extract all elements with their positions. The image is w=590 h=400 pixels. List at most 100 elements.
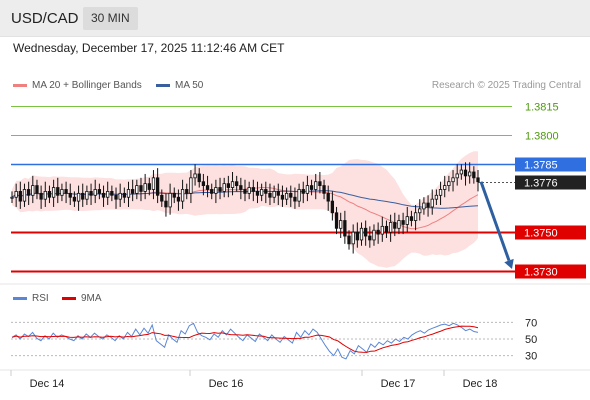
chart-header: USD/CAD 30 MIN [0, 0, 590, 37]
rsi-swatch [13, 296, 27, 300]
candle-body [222, 183, 226, 192]
candle-body [472, 171, 476, 179]
candle-body [76, 192, 81, 202]
candle-body [355, 231, 359, 241]
rsi-line [11, 322, 479, 360]
candle-body [309, 185, 314, 190]
candle-body [251, 187, 255, 192]
candle-body [314, 181, 318, 190]
legend-9ma: 9MA [62, 293, 102, 304]
candle-body [393, 222, 397, 229]
last-price-tag [515, 175, 586, 190]
legend-9ma-label: 9MA [81, 293, 102, 304]
candle-body [168, 192, 172, 208]
legend-ma20: MA 20 + Bollinger Bands [13, 80, 142, 91]
candle-body [31, 185, 35, 196]
level-label-1.3785: 1.3785 [524, 160, 558, 172]
candle-body [85, 191, 89, 200]
rsi-level-label-50: 50 [525, 334, 537, 346]
candle-body [64, 189, 68, 194]
candle-body [255, 191, 260, 196]
candle-body [455, 173, 459, 179]
candle-body [164, 200, 168, 208]
candle-body [322, 185, 326, 194]
timeframe-button[interactable]: 30 MIN [83, 7, 138, 30]
legend-ma50-label: MA 50 [175, 80, 204, 91]
candle-body [139, 185, 143, 192]
candle-body [131, 189, 135, 194]
candle-body [259, 189, 264, 196]
candle-body [347, 235, 351, 245]
candle-body [18, 191, 22, 202]
candle-body [185, 189, 189, 194]
candle-body [451, 177, 455, 183]
bollinger-band [12, 151, 478, 268]
candle-body [384, 225, 389, 233]
candle-body [430, 198, 434, 208]
ma20-swatch [13, 83, 27, 87]
level-tag-1.3750 [515, 225, 586, 240]
candle-body [301, 189, 305, 194]
rsi-level-label-70: 70 [525, 317, 537, 329]
candle-body [93, 189, 97, 196]
candle-body [447, 181, 451, 186]
candle-body [330, 200, 335, 214]
candle-body [210, 189, 214, 194]
candle-body [401, 220, 405, 225]
level-label-1.3815: 1.3815 [525, 102, 559, 114]
candle-body [189, 177, 193, 194]
candle-body [47, 191, 52, 198]
candle-body [434, 194, 439, 200]
ma50-swatch [156, 83, 170, 87]
candle-body [218, 187, 222, 192]
timestamp: Wednesday, December 17, 2025 11:12:46 AM… [13, 41, 285, 55]
candle-body [226, 183, 231, 188]
legend-rsi: RSI [13, 293, 49, 304]
credit-text: Research © 2025 Trading Central [431, 80, 581, 91]
candle-body [114, 194, 118, 200]
rsi-9ma-line [11, 325, 479, 353]
legend-rsi-label: RSI [32, 293, 49, 304]
candle-body [68, 192, 72, 198]
candle-body [60, 189, 64, 196]
candle-body [172, 192, 176, 198]
candle-body [272, 191, 276, 198]
candle-body [372, 229, 376, 241]
candle-body [205, 185, 210, 190]
candle-body [193, 173, 197, 179]
x-tick-label-Dec-14: Dec 14 [30, 378, 65, 390]
candle-body [339, 220, 343, 229]
candle-body [51, 187, 56, 198]
candle-body [284, 192, 289, 200]
candle-body [160, 194, 164, 202]
candle-body [359, 227, 364, 241]
last-price-label: 1.3776 [524, 178, 558, 190]
candle-body [106, 191, 110, 198]
candle-body [118, 192, 122, 200]
candle-body [405, 216, 409, 225]
candle-body [197, 173, 201, 183]
candle-body [364, 227, 368, 237]
candle-body [81, 192, 85, 200]
candle-body [239, 185, 243, 190]
candle-body [56, 187, 60, 196]
candle-body [176, 196, 181, 202]
candle-body [463, 169, 468, 177]
candle-body [230, 181, 235, 188]
candle-body [264, 189, 268, 194]
level-label-1.3730: 1.3730 [524, 267, 558, 279]
candle-body [422, 202, 426, 210]
rsi-level-label-30: 30 [525, 351, 537, 363]
level-label-1.3750: 1.3750 [524, 228, 558, 240]
candle-body [289, 192, 293, 198]
candle-body [10, 196, 14, 199]
candle-body [151, 177, 156, 190]
candle-body [380, 225, 384, 235]
candle-body [280, 194, 285, 200]
candle-body [418, 208, 422, 214]
level-label-1.3800: 1.3800 [525, 131, 559, 143]
candle-body [459, 169, 464, 175]
candle-body [135, 185, 139, 194]
candle-body [268, 192, 272, 198]
